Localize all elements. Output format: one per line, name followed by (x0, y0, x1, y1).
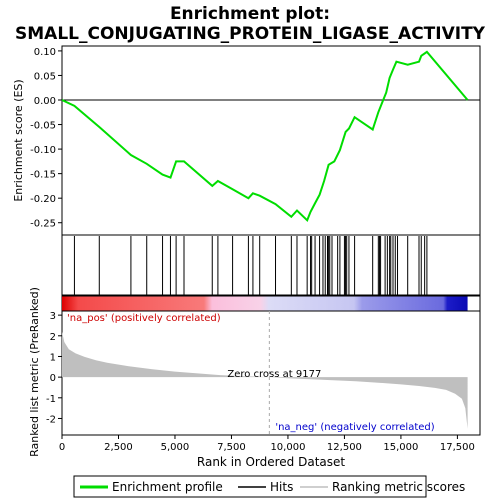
x-tick-label: 17,500 (440, 442, 475, 453)
plot-title-line-1: Enrichment plot: (170, 4, 330, 24)
pos-correlated-label: 'na_pos' (positively correlated) (67, 313, 221, 324)
neg-correlated-label: 'na_neg' (negatively correlated) (275, 422, 434, 433)
metric-y-tick-label: 1 (50, 352, 56, 363)
metric-y-axis: -2 -1 0 1 2 3 (46, 311, 62, 425)
x-tick-label: 10,000 (270, 442, 305, 453)
es-y-tick-label: 0.00 (34, 96, 56, 107)
x-tick-label: 5,000 (161, 442, 190, 453)
metric-y-tick-label: -2 (46, 414, 56, 425)
es-y-tick-label: -0.25 (30, 219, 56, 230)
hits-panel (61, 234, 481, 296)
es-y-tick-label: -0.05 (30, 121, 56, 132)
legend: Enrichment profile Hits Ranking metric s… (73, 475, 465, 498)
hits-frame (61, 234, 481, 296)
x-tick-label: 12,500 (327, 442, 362, 453)
hit-marks (73, 236, 428, 295)
es-y-tick-label: -0.15 (30, 170, 56, 181)
rank-color-gradient (62, 296, 468, 311)
rank-color-bar (61, 295, 481, 312)
ranked-metric-panel: 'na_pos' (positively correlated) Zero cr… (28, 287, 481, 469)
es-y-tick-label: 0.10 (34, 47, 56, 58)
es-y-tick-label: -0.10 (30, 145, 56, 156)
x-tick-label: 0 (59, 442, 65, 453)
plot-title-line-2: SMALL_CONJUGATING_PROTEIN_LIGASE_ACTIVIT… (15, 24, 486, 44)
metric-y-tick-label: 0 (50, 373, 56, 384)
metric-y-axis-label: Ranked list metric (PreRanked) (28, 287, 41, 457)
enrichment-profile-line (61, 50, 469, 223)
x-tick-label: 15,000 (383, 442, 418, 453)
es-y-tick-label: 0.05 (34, 71, 56, 82)
legend-ranking-metric-label: Ranking metric scores (332, 480, 465, 494)
enrichment-score-panel: -0.25 -0.20 -0.15 -0.10 -0.05 0.00 0.05 0.10 En… (12, 45, 481, 236)
legend-enrichment-profile-label: Enrichment profile (112, 480, 223, 494)
zero-cross-label: Zero cross at 9177 (227, 369, 321, 380)
x-tick-label: 7,500 (217, 442, 246, 453)
legend-hits-label: Hits (270, 480, 293, 494)
metric-x-axis: 0 2,500 5,000 7,500 10,000 12,500 15,000 17,500 (59, 435, 475, 453)
metric-y-tick-label: 2 (50, 332, 56, 343)
metric-y-tick-label: 3 (50, 311, 56, 322)
ranking-metric-area (62, 331, 468, 429)
es-y-axis: -0.25 -0.20 -0.15 -0.10 -0.05 0.00 0.05 0.10 (30, 47, 62, 230)
es-y-tick-label: -0.20 (30, 194, 56, 205)
es-y-axis-label: Enrichment score (ES) (12, 79, 25, 201)
x-tick-label: 2,500 (104, 442, 133, 453)
x-axis-label: Rank in Ordered Dataset (197, 455, 345, 469)
es-plot-frame (61, 45, 481, 236)
metric-y-tick-label: -1 (46, 394, 56, 405)
